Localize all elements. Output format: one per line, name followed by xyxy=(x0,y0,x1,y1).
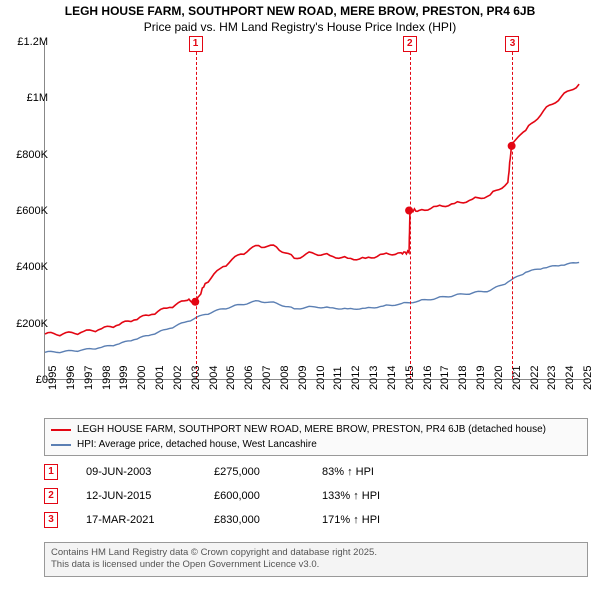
x-tick-label: 2003 xyxy=(190,366,202,390)
legend-label-price: LEGH HOUSE FARM, SOUTHPORT NEW ROAD, MER… xyxy=(77,424,546,435)
x-tick-label: 2023 xyxy=(546,366,558,390)
title-line2: Price paid vs. HM Land Registry's House … xyxy=(10,20,590,36)
footnote-row: 2 12-JUN-2015 £600,000 133% ↑ HPI xyxy=(44,484,588,508)
y-tick-label: £400K xyxy=(6,261,48,273)
x-tick-label: 2006 xyxy=(243,366,255,390)
y-tick-label: £1.2M xyxy=(6,36,48,48)
chart-legend: LEGH HOUSE FARM, SOUTHPORT NEW ROAD, MER… xyxy=(44,418,588,456)
x-tick-label: 2010 xyxy=(315,366,327,390)
marker-badge-1: 1 xyxy=(189,36,203,52)
footnote-row: 3 17-MAR-2021 £830,000 171% ↑ HPI xyxy=(44,508,588,532)
x-tick-label: 2008 xyxy=(279,366,291,390)
series-hpi xyxy=(45,262,579,352)
footnote-badge: 1 xyxy=(44,464,58,480)
x-tick-label: 1995 xyxy=(47,366,59,390)
x-tick-label: 2022 xyxy=(529,366,541,390)
x-tick-label: 2025 xyxy=(582,366,594,390)
legend-swatch-price xyxy=(51,429,71,431)
x-tick-label: 2014 xyxy=(386,366,398,390)
x-tick-label: 2016 xyxy=(422,366,434,390)
footnote-price: £600,000 xyxy=(214,490,294,502)
footnote-date: 17-MAR-2021 xyxy=(86,514,186,526)
attribution-line2: This data is licensed under the Open Gov… xyxy=(51,559,581,571)
footnote-pct: 83% ↑ HPI xyxy=(322,466,422,478)
y-tick-label: £600K xyxy=(6,205,48,217)
marker-badge-2: 2 xyxy=(403,36,417,52)
y-tick-label: £200K xyxy=(6,318,48,330)
attribution-box: Contains HM Land Registry data © Crown c… xyxy=(44,542,588,577)
series-price xyxy=(45,84,579,336)
title-line1: LEGH HOUSE FARM, SOUTHPORT NEW ROAD, MER… xyxy=(10,4,590,20)
y-tick-label: £0 xyxy=(6,374,48,386)
footnote-row: 1 09-JUN-2003 £275,000 83% ↑ HPI xyxy=(44,460,588,484)
footnote-pct: 133% ↑ HPI xyxy=(322,490,422,502)
x-tick-label: 2005 xyxy=(225,366,237,390)
x-tick-label: 2020 xyxy=(493,366,505,390)
x-tick-label: 1997 xyxy=(83,366,95,390)
legend-swatch-hpi xyxy=(51,444,71,446)
footnote-badge: 2 xyxy=(44,488,58,504)
x-tick-label: 1996 xyxy=(65,366,77,390)
footnote-price: £830,000 xyxy=(214,514,294,526)
x-tick-label: 2018 xyxy=(457,366,469,390)
footnote-table: 1 09-JUN-2003 £275,000 83% ↑ HPI 2 12-JUN-201… xyxy=(44,460,588,532)
y-tick-label: £1M xyxy=(6,92,48,104)
x-tick-label: 2015 xyxy=(404,366,416,390)
footnote-date: 09-JUN-2003 xyxy=(86,466,186,478)
x-tick-label: 2002 xyxy=(172,366,184,390)
marker-line-1 xyxy=(196,42,197,379)
x-tick-label: 2007 xyxy=(261,366,273,390)
x-tick-label: 2012 xyxy=(350,366,362,390)
footnote-price: £275,000 xyxy=(214,466,294,478)
attribution-line1: Contains HM Land Registry data © Crown c… xyxy=(51,547,581,559)
x-tick-label: 2021 xyxy=(511,366,523,390)
footnote-pct: 171% ↑ HPI xyxy=(322,514,422,526)
chart-svg xyxy=(45,42,588,379)
x-tick-label: 2019 xyxy=(475,366,487,390)
footnote-badge: 3 xyxy=(44,512,58,528)
legend-item-price: LEGH HOUSE FARM, SOUTHPORT NEW ROAD, MER… xyxy=(51,422,581,437)
y-tick-label: £800K xyxy=(6,149,48,161)
x-tick-label: 2009 xyxy=(297,366,309,390)
x-tick-label: 2017 xyxy=(439,366,451,390)
chart-plot-area: 123 xyxy=(44,42,588,380)
legend-item-hpi: HPI: Average price, detached house, West… xyxy=(51,437,581,452)
x-tick-label: 2001 xyxy=(154,366,166,390)
legend-label-hpi: HPI: Average price, detached house, West… xyxy=(77,439,317,450)
x-tick-label: 2024 xyxy=(564,366,576,390)
x-tick-label: 2000 xyxy=(136,366,148,390)
x-tick-label: 2013 xyxy=(368,366,380,390)
x-tick-label: 2004 xyxy=(208,366,220,390)
footnote-date: 12-JUN-2015 xyxy=(86,490,186,502)
x-tick-label: 1998 xyxy=(101,366,113,390)
chart-title: LEGH HOUSE FARM, SOUTHPORT NEW ROAD, MER… xyxy=(0,0,600,37)
x-tick-label: 2011 xyxy=(332,366,344,390)
marker-line-2 xyxy=(410,42,411,379)
marker-line-3 xyxy=(512,42,513,379)
x-tick-label: 1999 xyxy=(118,366,130,390)
marker-badge-3: 3 xyxy=(505,36,519,52)
